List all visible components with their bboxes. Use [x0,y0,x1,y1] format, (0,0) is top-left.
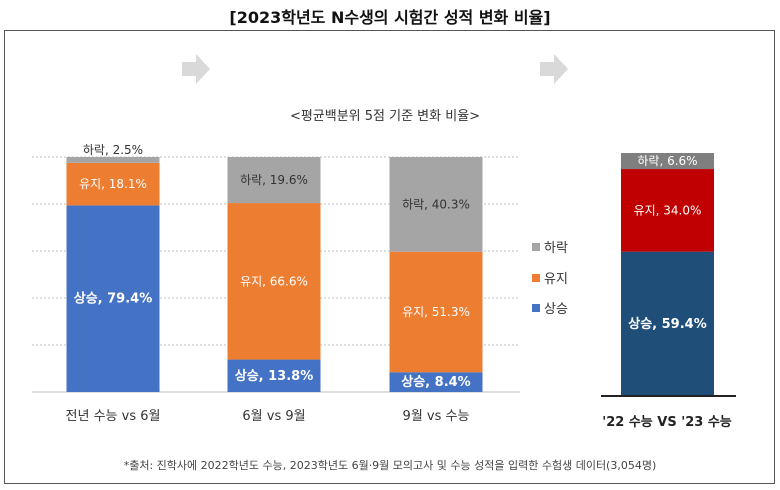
bar-keep-3 [389,251,483,373]
category-label-1: 전년 수능 vs 6월 [66,409,161,424]
bar-fall-1 [66,157,160,163]
legend-label-fall: 하락 [544,241,568,256]
data-label-rise-1: 상승, 79.4% [74,292,153,307]
data-label-rise-3: 상승, 8.4% [401,375,470,390]
legend-swatch-keep [532,274,540,282]
right-data-label-rise: 상승, 59.4% [628,317,707,332]
legend-label-rise: 상승 [544,302,568,317]
bar-rise-1 [66,205,160,392]
legend-swatch-rise [532,304,540,312]
legend-swatch-fall [532,243,540,251]
footnote: *출처: 진학사에 2022학년도 수능, 2023학년도 6월·9월 모의고사… [124,459,657,472]
data-label-fall-1: 하락, 2.5% [83,143,143,157]
arrow-icon [182,54,210,84]
page-title: [2023학년도 N수생의 시험간 성적 변화 비율] [229,8,551,27]
right-bar-rise [621,251,714,396]
legend-label-keep: 유지 [544,272,568,287]
right-bar-fall [621,153,714,170]
bar-rise-2 [227,359,321,392]
data-label-keep-3: 유지, 51.3% [402,305,470,319]
bar-keep-2 [227,203,321,360]
chart-subtitle: <평균백분위 5점 기준 변화 비율> [290,109,480,124]
chart-frame [4,30,775,484]
right-data-label-fall: 하락, 6.6% [637,154,697,168]
data-label-fall-2: 하락, 19.6% [240,173,308,187]
data-label-rise-2: 상승, 13.8% [235,369,314,384]
right-bar-keep [621,169,714,252]
bar-rise-3 [389,372,483,392]
arrow-icon [540,54,568,84]
data-label-keep-2: 유지, 66.6% [240,274,308,288]
category-label-3: 9월 vs 수능 [403,409,470,424]
bar-fall-2 [227,157,321,204]
right-data-label-keep: 유지, 34.0% [634,203,702,217]
bar-fall-3 [389,157,483,252]
data-label-keep-1: 유지, 18.1% [79,177,147,191]
data-label-fall-3: 하락, 40.3% [402,197,470,211]
category-label-2: 6월 vs 9월 [242,409,305,424]
right-category-label: '22 수능 VS '23 수능 [602,415,732,430]
bar-keep-1 [66,162,160,206]
